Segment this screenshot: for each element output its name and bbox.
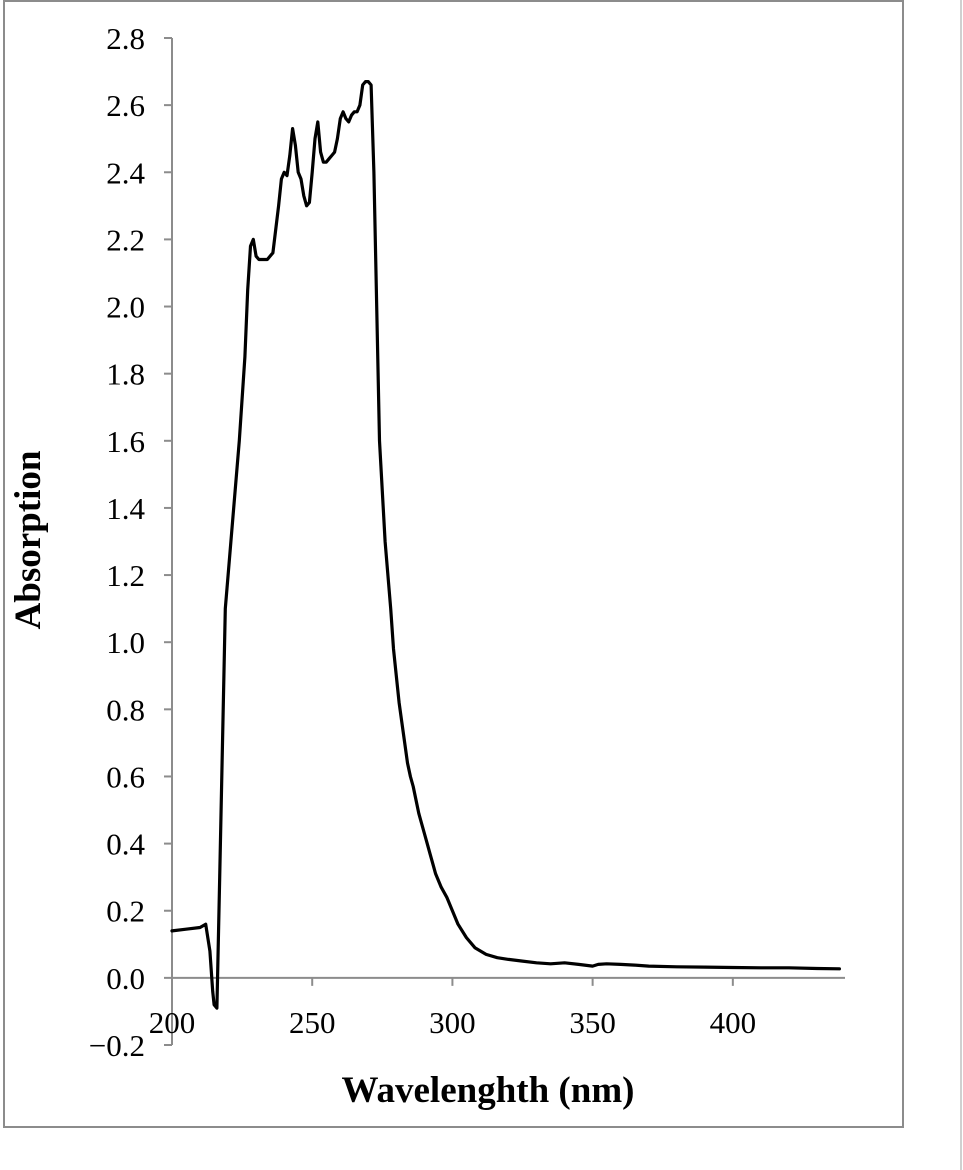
y-tick-label: 0.8 bbox=[106, 692, 145, 727]
axes bbox=[164, 37, 845, 1046]
y-tick-label: 0.0 bbox=[106, 961, 145, 996]
y-tick-label: 0.4 bbox=[106, 827, 145, 862]
tick-labels: −0.2 0.0 0.2 0.4 0.6 0.8 1.0 1.2 1.4 1.6 1.8 2.0 2.2… bbox=[89, 21, 756, 1063]
chart-frame bbox=[3, 0, 904, 1128]
x-tick-label: 300 bbox=[429, 1005, 476, 1040]
y-tick-label: 0.6 bbox=[106, 759, 145, 794]
x-tick-label: 350 bbox=[569, 1005, 616, 1040]
x-tick-label: 200 bbox=[149, 1005, 196, 1040]
y-tick-label: 2.2 bbox=[106, 222, 145, 257]
series-layer bbox=[170, 80, 841, 1010]
y-tick-label: 1.8 bbox=[106, 357, 145, 392]
y-tick-label: 1.0 bbox=[106, 625, 145, 660]
y-tick-label: 0.2 bbox=[106, 894, 145, 929]
y-tick-label: 2.0 bbox=[106, 290, 145, 325]
y-tick-label: 1.6 bbox=[106, 424, 145, 459]
x-tick-label: 400 bbox=[710, 1005, 757, 1040]
y-tick-label: 2.6 bbox=[106, 88, 145, 123]
neighbor-panel-edge bbox=[960, 0, 962, 1170]
y-tick-label: 1.2 bbox=[106, 558, 145, 593]
y-tick-label: 2.4 bbox=[106, 155, 145, 190]
y-tick-label: 1.4 bbox=[106, 491, 145, 526]
y-tick-label: 2.8 bbox=[106, 21, 145, 56]
x-axis-title: Wavelenghth (nm) bbox=[342, 1070, 635, 1111]
y-tick-label: −0.2 bbox=[89, 1028, 145, 1063]
y-axis-title: Absorption bbox=[8, 450, 49, 629]
series-line-0 bbox=[170, 80, 841, 1010]
x-tick-label: 250 bbox=[289, 1005, 336, 1040]
